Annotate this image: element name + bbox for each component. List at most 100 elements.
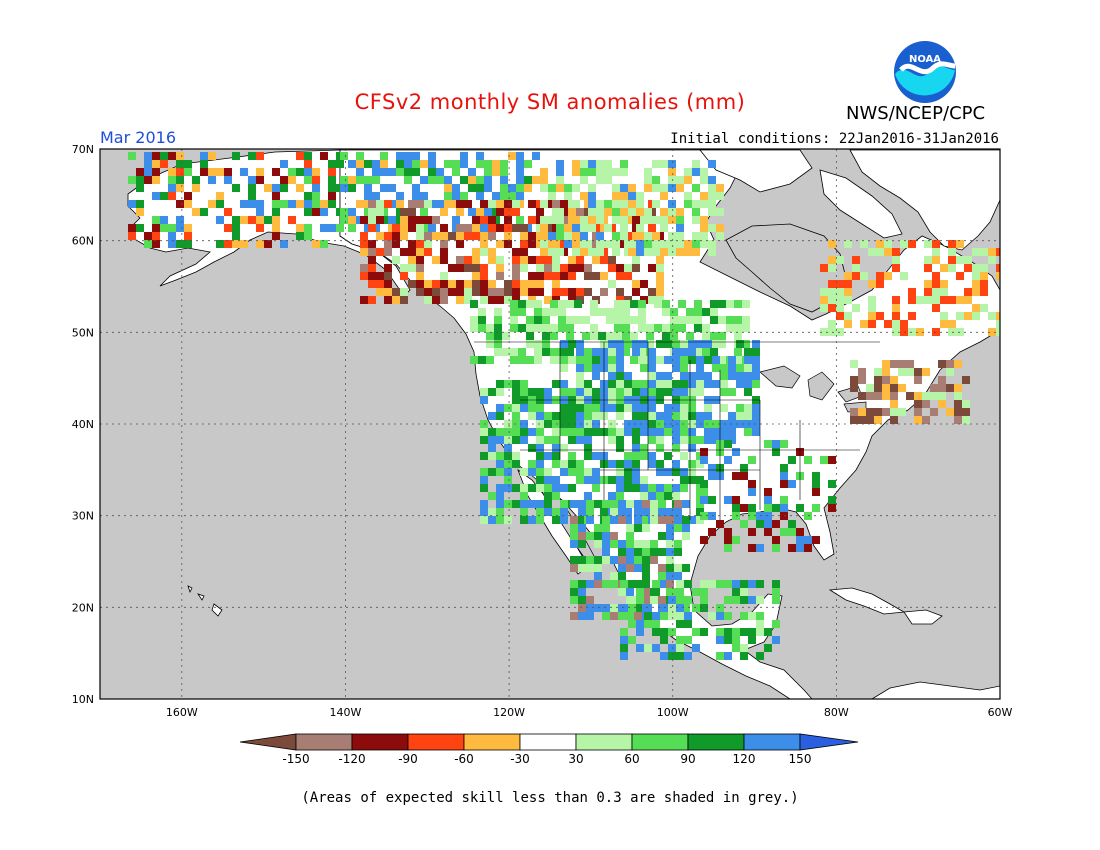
anomaly-cell [670,308,678,316]
anomaly-cell [512,460,520,468]
anomaly-cell [656,468,664,476]
anomaly-cell [152,240,160,248]
anomaly-cell [682,604,690,612]
anomaly-cell [404,160,412,168]
anomaly-cell [980,272,988,280]
anomaly-cell [828,304,836,312]
anomaly-cell [700,200,708,208]
lon-label: 140W [330,706,362,719]
anomaly-cell [580,168,588,176]
lon-label: 120W [493,706,525,719]
anomaly-cell [692,588,700,596]
anomaly-cell [548,248,556,256]
anomaly-cell [548,184,556,192]
anomaly-cell [488,200,496,208]
anomaly-cell [534,356,542,364]
anomaly-cell [488,296,496,304]
anomaly-cell [232,240,240,248]
anomaly-cell [614,316,622,324]
anomaly-cell [748,636,756,644]
anomaly-cell [602,532,610,540]
anomaly-cell [540,184,548,192]
anomaly-cell [648,404,656,412]
anomaly-cell [512,248,520,256]
anomaly-cells [128,152,1000,660]
anomaly-cell [772,544,780,552]
anomaly-cell [656,428,664,436]
anomaly-cell [642,564,650,572]
anomaly-cell [618,556,626,564]
anomaly-cell [528,404,536,412]
anomaly-cell [608,280,616,288]
anomaly-cell [472,256,480,264]
anomaly-cell [632,256,640,264]
anomaly-cell [954,360,962,368]
anomaly-cell [736,372,744,380]
anomaly-cell [200,152,208,160]
anomaly-cell [568,404,576,412]
anomaly-cell [656,380,664,388]
anomaly-cell [176,152,184,160]
anomaly-cell [660,224,668,232]
anomaly-cell [640,412,648,420]
lat-label: 60N [72,235,94,248]
anomaly-cell [328,168,336,176]
anomaly-cell [640,420,648,428]
anomaly-cell [884,240,892,248]
anomaly-cell [328,200,336,208]
anomaly-cell [620,184,628,192]
anomaly-cell [608,340,616,348]
anomaly-cell [622,348,630,356]
anomaly-cell [552,516,560,524]
anomaly-cell [716,208,724,216]
anomaly-cell [248,216,256,224]
anomaly-cell [752,356,760,364]
anomaly-cell [614,300,622,308]
anomaly-cell [850,360,858,368]
anomaly-cell [908,240,916,248]
anomaly-cell [892,256,900,264]
colorbar-swatch [687,733,745,751]
anomaly-cell [608,372,616,380]
anomaly-cell [456,296,464,304]
anomaly-cell [560,460,568,468]
anomaly-cell [492,168,500,176]
anomaly-cell [528,460,536,468]
anomaly-cell [720,388,728,396]
colorbar-swatch [463,733,521,751]
anomaly-cell [528,428,536,436]
anomaly-cell [256,200,264,208]
anomaly-cell [568,272,576,280]
anomaly-cell [584,272,592,280]
anomaly-cell [168,232,176,240]
anomaly-cell [634,556,642,564]
anomaly-cell [704,380,712,388]
anomaly-cell [632,412,640,420]
anomaly-cell [890,360,898,368]
anomaly-cell [536,436,544,444]
anomaly-cell [664,372,672,380]
anomaly-cell [272,208,280,216]
anomaly-cell [890,400,898,408]
anomaly-cell [972,264,980,272]
anomaly-cell [440,256,448,264]
anomaly-cell [480,200,488,208]
anomaly-cell [456,240,464,248]
anomaly-cell [620,200,628,208]
anomaly-cell [396,152,404,160]
anomaly-cell [608,428,616,436]
anomaly-cell [280,200,288,208]
anomaly-cell [456,264,464,272]
anomaly-cell [828,296,836,304]
anomaly-cell [552,288,560,296]
anomaly-cell [962,376,970,384]
anomaly-cell [680,364,688,372]
anomaly-cell [542,316,550,324]
anomaly-cell [736,412,744,420]
anomaly-cell [964,312,972,320]
anomaly-cell [642,540,650,548]
anomaly-cell [732,496,740,504]
anomaly-cell [552,492,560,500]
anomaly-cell [764,644,772,652]
anomaly-cell [136,184,144,192]
